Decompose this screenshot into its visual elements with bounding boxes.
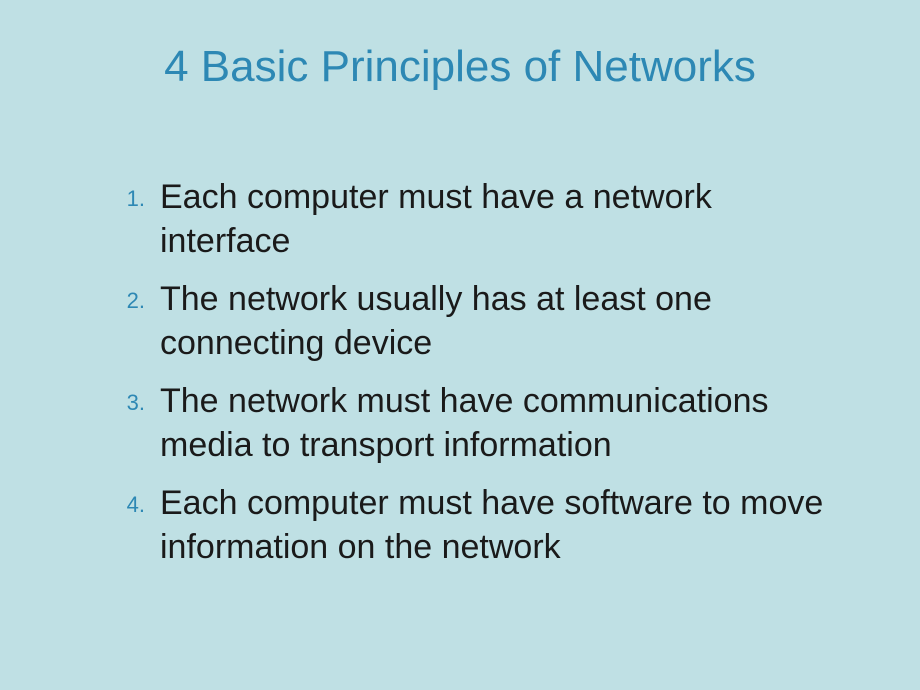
list-item-number: 3. (95, 379, 160, 425)
principles-list: 1. Each computer must have a network int… (95, 175, 850, 583)
list-item: 1. Each computer must have a network int… (95, 175, 850, 263)
list-item-text: The network usually has at least one con… (160, 277, 850, 365)
list-item: 4. Each computer must have software to m… (95, 481, 850, 569)
list-item-text: The network must have communications med… (160, 379, 850, 467)
list-item: 3. The network must have communications … (95, 379, 850, 467)
list-item: 2. The network usually has at least one … (95, 277, 850, 365)
list-item-number: 1. (95, 175, 160, 221)
list-item-number: 4. (95, 481, 160, 527)
slide-title: 4 Basic Principles of Networks (0, 42, 920, 92)
list-item-text: Each computer must have a network interf… (160, 175, 850, 263)
list-item-number: 2. (95, 277, 160, 323)
list-item-text: Each computer must have software to move… (160, 481, 850, 569)
